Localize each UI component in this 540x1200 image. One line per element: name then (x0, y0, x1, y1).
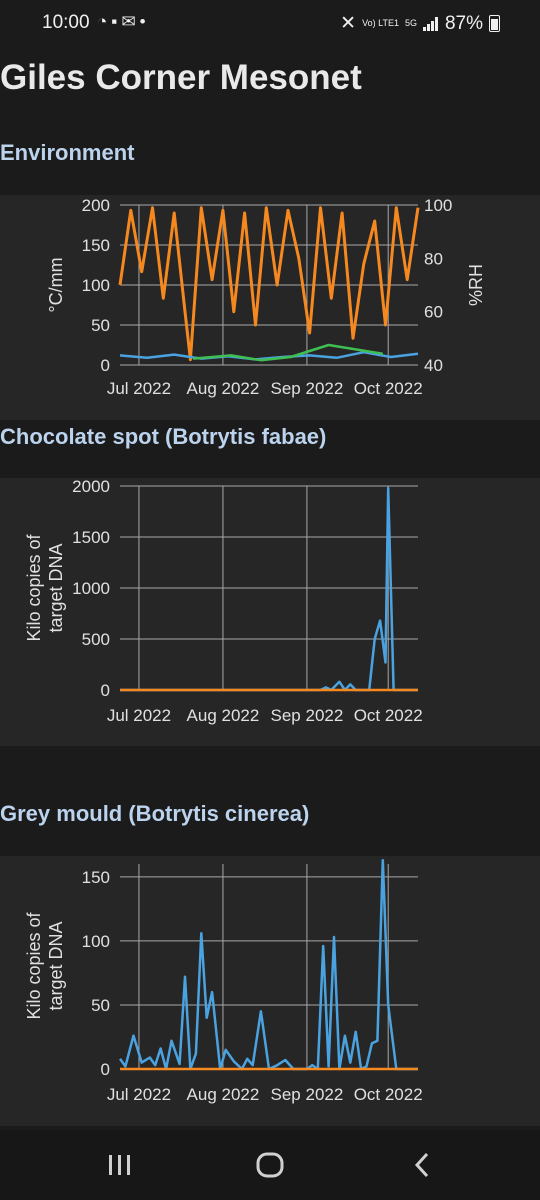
y-tick-label: 200 (82, 196, 110, 215)
mute-icon: ✕ (340, 13, 357, 34)
environment-chart: Jul 2022 Aug 2022 Sep 2022 Oct 2022 0 50 100 15… (46, 196, 486, 398)
back-button[interactable] (402, 1148, 442, 1182)
y-tick-label: 0 (101, 681, 110, 700)
y-tick-label: 0 (101, 356, 110, 375)
grey-mould-chart-panel: Jul 2022 Aug 2022 Sep 2022 Oct 2022 0 50 100 15… (0, 856, 540, 1126)
x-tick-label: Aug 2022 (187, 706, 260, 725)
system-icons: ✕ Vo) LTE1 5G 87% (340, 12, 500, 35)
network-type: Vo) LTE1 (362, 18, 399, 28)
chocolate-spot-chart-panel: Jul 2022 Aug 2022 Sep 2022 Oct 2022 0 500 1000… (0, 478, 540, 746)
y2-tick-label: 100 (424, 196, 452, 215)
mail-icon: ✉ (121, 12, 140, 31)
y2-tick-label: 40 (424, 356, 443, 375)
y-tick-label: 150 (82, 236, 110, 255)
y-tick-label: 50 (91, 316, 110, 335)
chocolate-spot-chart: Jul 2022 Aug 2022 Sep 2022 Oct 2022 0 500 1000… (24, 478, 423, 725)
home-button[interactable] (250, 1148, 290, 1182)
x-tick-label: Jul 2022 (107, 706, 171, 725)
page-title: Giles Corner Mesonet (0, 58, 362, 97)
series-line-0 (118, 858, 418, 1071)
home-icon (256, 1152, 284, 1178)
y-tick-label: 150 (82, 868, 110, 887)
x-tick-label: Aug 2022 (187, 1085, 260, 1104)
chat-icon: ▪ (111, 12, 122, 31)
y-tick-label: 1000 (72, 579, 110, 598)
y-tick-label: 1500 (72, 528, 110, 547)
y-tick-label: 0 (101, 1060, 110, 1079)
x-tick-label: Oct 2022 (354, 379, 423, 398)
network-badge: 5G (404, 18, 417, 28)
series-line-0 (120, 486, 418, 692)
signal-icon (422, 16, 439, 31)
x-tick-label: Oct 2022 (354, 706, 423, 725)
section-title-environment: Environment (0, 140, 135, 165)
navigation-bar (0, 1130, 540, 1200)
section-title-chocolate-spot: Chocolate spot (Botrytis fabae) (0, 424, 327, 449)
y-axis-label: Kilo copies of target DNA (24, 911, 66, 1019)
battery-percent: 87% (444, 12, 483, 34)
series-line-0 (118, 206, 420, 362)
x-tick-label: Oct 2022 (354, 1085, 423, 1104)
grey-mould-chart: Jul 2022 Aug 2022 Sep 2022 Oct 2022 0 50 100 15… (24, 858, 423, 1104)
y-tick-label: 100 (82, 932, 110, 951)
recent-apps-button[interactable] (100, 1148, 140, 1182)
status-bar: 10:00 ◔▪✉• ✕ Vo) LTE1 5G 87% (0, 0, 540, 48)
notification-icons: ◔▪✉• (97, 12, 150, 32)
y2-tick-label: 80 (424, 249, 443, 268)
x-tick-label: Sep 2022 (271, 1085, 344, 1104)
y-tick-label: 2000 (72, 478, 110, 496)
x-tick-label: Sep 2022 (271, 706, 344, 725)
series-line-2 (192, 343, 384, 362)
environment-chart-panel: Jul 2022 Aug 2022 Sep 2022 Oct 2022 0 50 100 15… (0, 195, 540, 420)
y-axis-label: °C/mm (46, 257, 66, 312)
back-icon (414, 1152, 429, 1178)
recent-apps-icon (109, 1155, 130, 1175)
whatsapp-icon: ◔ (97, 12, 112, 31)
y2-tick-label: 60 (424, 303, 443, 322)
y-tick-label: 50 (91, 996, 110, 1015)
x-tick-label: Jul 2022 (107, 1085, 171, 1104)
battery-icon (489, 15, 500, 32)
dot-icon: • (139, 12, 150, 31)
x-tick-label: Aug 2022 (187, 379, 260, 398)
y-tick-label: 500 (82, 630, 110, 649)
y2-axis-label: %RH (466, 264, 486, 306)
status-time: 10:00 (42, 12, 90, 33)
x-tick-label: Sep 2022 (271, 379, 344, 398)
y-tick-label: 100 (82, 276, 110, 295)
x-tick-label: Jul 2022 (107, 379, 171, 398)
y-axis-label: Kilo copies of target DNA (24, 533, 66, 641)
section-title-grey-mould: Grey mould (Botrytis cinerea) (0, 801, 310, 826)
